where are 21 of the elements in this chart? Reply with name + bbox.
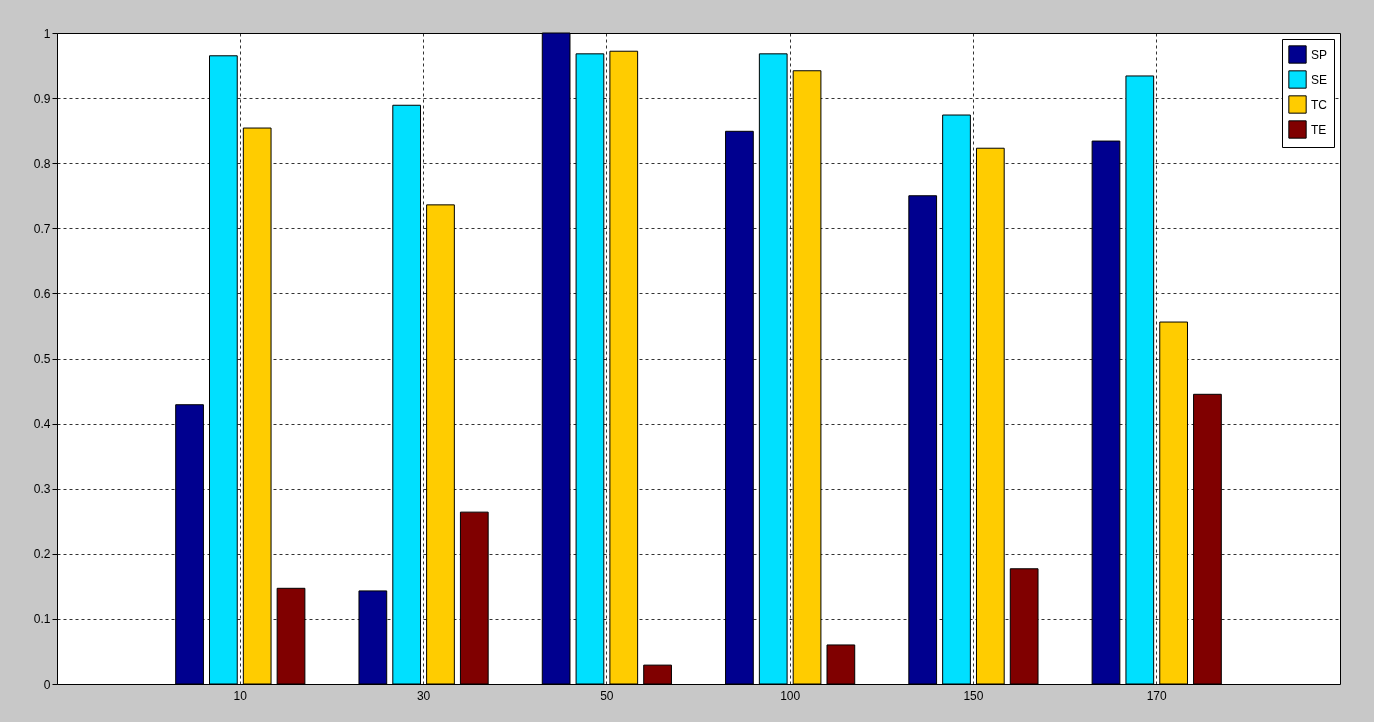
x-tick-label: 170 bbox=[1146, 688, 1168, 703]
y-tick-label: 0.4 bbox=[33, 417, 51, 432]
legend-label: TE bbox=[1311, 122, 1327, 137]
y-tick-label: 0.8 bbox=[33, 156, 51, 171]
y-tick-label: 0.9 bbox=[33, 91, 51, 106]
x-tick-label: 50 bbox=[600, 688, 614, 703]
y-tick-label: 0.3 bbox=[33, 482, 51, 497]
y-tick-label: 1 bbox=[43, 26, 51, 41]
x-tick-label: 30 bbox=[416, 688, 431, 703]
x-tick-label: 150 bbox=[963, 688, 984, 703]
y-tick-label: 0.6 bbox=[33, 286, 51, 301]
x-tick-label: 100 bbox=[780, 688, 801, 703]
legend-label: SP bbox=[1311, 47, 1328, 62]
legend-label: TC bbox=[1311, 97, 1328, 112]
y-tick-label: 0.1 bbox=[33, 612, 51, 627]
y-tick-label: 0.7 bbox=[33, 221, 51, 236]
y-tick-label: 0.5 bbox=[33, 352, 51, 366]
y-tick-label: 0 bbox=[43, 677, 51, 692]
x-tick-label: 10 bbox=[233, 688, 248, 703]
legend-label: SE bbox=[1311, 72, 1328, 87]
y-tick-label: 0.2 bbox=[33, 547, 51, 562]
